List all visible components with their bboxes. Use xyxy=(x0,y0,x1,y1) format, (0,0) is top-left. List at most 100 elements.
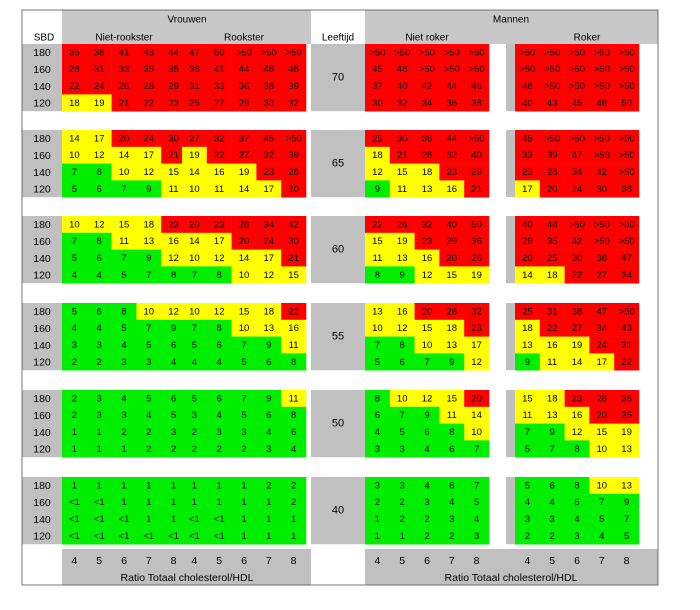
risk-cell xyxy=(389,94,415,112)
risk-cell xyxy=(256,232,282,250)
risk-value: 4 xyxy=(121,393,126,404)
risk-value: >50 xyxy=(619,81,635,92)
risk-value: 20 xyxy=(597,410,608,421)
risk-value: 8 xyxy=(291,410,296,421)
risk-value: 7 xyxy=(241,340,246,351)
risk-cell xyxy=(464,232,490,250)
risk-value: 15 xyxy=(168,167,179,178)
risk-cell xyxy=(86,390,112,408)
women-axis-bg xyxy=(62,549,311,585)
risk-value: 4 xyxy=(217,357,222,368)
risk-cell xyxy=(589,390,615,408)
risk-cell xyxy=(589,423,615,441)
risk-value: 47 xyxy=(189,47,200,58)
risk-cell xyxy=(589,353,615,371)
risk-value: 15 xyxy=(239,306,250,317)
risk-cell xyxy=(62,353,88,371)
risk-value: 20 xyxy=(189,219,200,230)
risk-cell xyxy=(439,527,465,545)
risk-value: 11 xyxy=(289,393,299,404)
risk-value: 12 xyxy=(214,306,225,317)
age-band xyxy=(311,303,365,371)
risk-cell xyxy=(464,336,490,354)
risk-cell xyxy=(111,390,137,408)
risk-value: 5 xyxy=(624,531,629,542)
risk-value: 23 xyxy=(471,323,482,334)
risk-cell xyxy=(414,44,440,62)
risk-cell xyxy=(136,440,162,458)
risk-value: >50 xyxy=(619,64,635,75)
sbp-label: 140 xyxy=(33,427,51,439)
risk-cell xyxy=(365,353,391,371)
risk-value: 9 xyxy=(449,357,454,368)
risk-cell xyxy=(614,336,640,354)
sbp-label: 120 xyxy=(33,444,51,456)
risk-cell xyxy=(206,477,232,495)
sbp-band xyxy=(22,216,62,284)
sbp-label: 120 xyxy=(33,184,51,196)
risk-value: 7 xyxy=(121,184,126,195)
risk-value: 44 xyxy=(447,133,458,144)
risk-value: <1 xyxy=(94,497,105,508)
risk-value: 10 xyxy=(372,323,383,334)
risk-cell xyxy=(281,423,307,441)
risk-value: >50 xyxy=(419,64,435,75)
age-band xyxy=(311,477,365,545)
risk-value: 8 xyxy=(97,236,102,247)
risk-value: 2 xyxy=(192,444,197,455)
risk-cell xyxy=(464,510,490,528)
sbp-label: 120 xyxy=(33,531,51,543)
risk-value: >50 xyxy=(619,236,635,247)
risk-cell xyxy=(182,527,208,545)
risk-value: 16 xyxy=(422,253,433,264)
risk-cell xyxy=(589,406,615,424)
risk-value: 6 xyxy=(574,497,579,508)
risk-value: 25 xyxy=(547,253,558,264)
risk-value: 42 xyxy=(288,219,299,230)
risk-value: 7 xyxy=(550,444,555,455)
risk-cell xyxy=(182,353,208,371)
risk-value: 1 xyxy=(217,480,222,491)
risk-value: 32 xyxy=(397,98,408,109)
risk-cell xyxy=(231,94,257,112)
risk-cell xyxy=(589,440,615,458)
risk-cell xyxy=(589,249,615,267)
risk-value: 34 xyxy=(597,323,608,334)
women-smoker-header: Rookster xyxy=(224,33,265,44)
risk-value: 32 xyxy=(447,150,458,161)
risk-cell xyxy=(206,390,232,408)
risk-value: 31 xyxy=(189,81,200,92)
risk-value: 15 xyxy=(447,393,458,404)
risk-cell xyxy=(614,266,640,284)
risk-value: 43 xyxy=(621,323,632,334)
risk-cell xyxy=(182,146,208,164)
risk-cell xyxy=(182,266,208,284)
age-label: 70 xyxy=(332,72,344,84)
risk-value: 22 xyxy=(69,81,80,92)
risk-value: <1 xyxy=(119,531,130,542)
risk-cell xyxy=(231,130,257,148)
risk-cell xyxy=(86,406,112,424)
risk-value: 31 xyxy=(621,340,632,351)
risk-value: 1 xyxy=(72,427,77,438)
risk-cell xyxy=(439,493,465,511)
risk-cell xyxy=(614,440,640,458)
risk-cell xyxy=(231,319,257,337)
risk-cell xyxy=(281,60,307,78)
risk-cell xyxy=(614,493,640,511)
risk-cell xyxy=(206,493,232,511)
risk-value: 34 xyxy=(264,219,275,230)
risk-cell xyxy=(111,163,137,181)
risk-value: 8 xyxy=(217,323,222,334)
risk-value: >50 xyxy=(619,219,635,230)
risk-cell xyxy=(62,390,88,408)
risk-cell xyxy=(439,440,465,458)
risk-value: 4 xyxy=(474,514,479,525)
risk-value: >50 xyxy=(544,81,560,92)
risk-cell xyxy=(161,510,187,528)
risk-value: 4 xyxy=(97,323,102,334)
risk-value: 9 xyxy=(624,497,629,508)
men-axis-bg xyxy=(365,549,658,585)
risk-cell xyxy=(182,319,208,337)
risk-value: 14 xyxy=(69,133,80,144)
